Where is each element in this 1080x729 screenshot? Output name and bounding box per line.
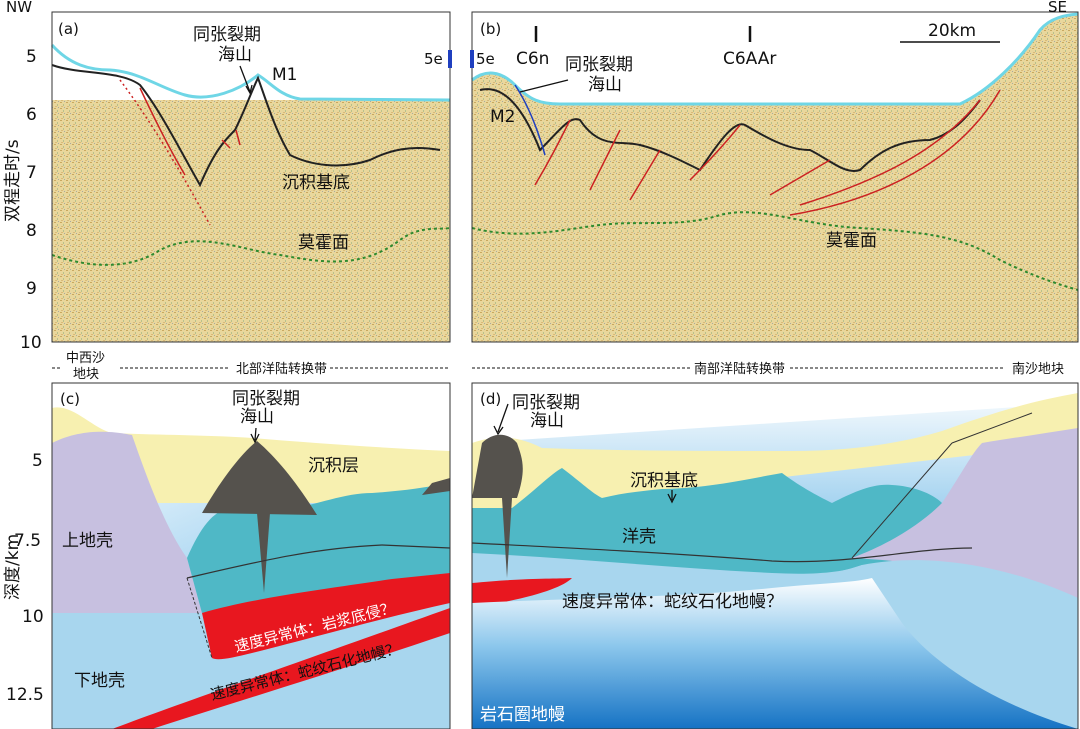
upper-crust-label: 上地壳 — [62, 531, 113, 551]
zone-north: 北部洋陆转换带 — [236, 361, 327, 377]
oceanic-crust-label: 洋壳 — [622, 527, 656, 547]
c6aar-label: C6AAr — [723, 49, 776, 69]
zone-zhongxisha-line2: 地块 — [73, 367, 99, 382]
nw-label: NW — [6, 0, 32, 16]
seamount-label-c-line2: 海山 — [240, 407, 274, 427]
panel-b-label: (b) — [480, 20, 501, 38]
anomaly-5e-marker-right — [470, 50, 474, 68]
seamount-label-a-line2: 海山 — [218, 45, 252, 65]
mantle-label: 岩石圈地幔 — [480, 705, 565, 725]
seafloor-a — [50, 43, 451, 102]
anomaly-5e-left-label: 5e — [424, 50, 443, 68]
seamount-c — [202, 441, 317, 515]
sediment-label: 沉积层 — [308, 456, 359, 476]
moho-label-a: 莫霍面 — [298, 233, 349, 253]
bottom-ytick-10: 10 — [22, 607, 44, 627]
anomaly-5e-marker-left — [448, 50, 452, 68]
top-ytick-8: 8 — [26, 221, 37, 241]
serpentinite-label-d: 速度异常体：蛇纹石化地幔？ — [562, 592, 783, 612]
m1-label: M1 — [272, 65, 297, 85]
basement-line-b — [479, 88, 981, 172]
zone-zhongxisha-line1: 中西沙 — [66, 351, 105, 366]
seamount-label-b-line2: 海山 — [588, 75, 622, 95]
panel-a: (a) 同张裂期 海山 M1 沉积基底 莫霍面 5e — [50, 11, 452, 343]
zone-nansha: 南沙地块 — [1012, 361, 1064, 377]
seamount-label-c-line1: 同张裂期 — [232, 389, 300, 409]
magma-underplating-region-c — [202, 573, 450, 660]
scale-label: 20km — [928, 21, 976, 41]
serpentinized-mantle-band-c — [112, 608, 450, 729]
zone-south: 南部洋陆转换带 — [694, 361, 785, 377]
panel-d: (d) 同张裂期 海山 沉积基底 洋壳 速度异常体：蛇纹石化地幔？ 岩石圈地幔 — [471, 382, 1079, 729]
fault-a1 — [119, 79, 211, 226]
bottom-y-axis: 5 7.5 10 12.5 深度/km — [3, 383, 53, 729]
serpentinized-mantle-region-d — [472, 578, 572, 608]
panel-c: (c) 同张裂期 海山 沉积层 上地壳 下地壳 速度异常体：岩浆底侵？ 速度异常… — [51, 382, 451, 729]
seafloor-b — [471, 12, 1079, 106]
lower-crust-label: 下地壳 — [74, 671, 125, 691]
panel-a-label: (a) — [58, 20, 79, 38]
moho-line-a — [51, 227, 451, 266]
fault-a2 — [139, 87, 186, 176]
panel-b: (b) 5e C6n C6AAr 同张裂期 海山 M2 20km 莫霍面 — [470, 11, 1079, 343]
upper-crust-region-d — [852, 428, 1078, 603]
seamount-label-d-line1: 同张裂期 — [512, 393, 580, 413]
seamount-d — [472, 434, 523, 498]
zone-annotations: 中西沙 地块 北部洋陆转换带 南部洋陆转换带 南沙地块 — [52, 351, 1064, 382]
bottom-yaxis-label: 深度/km — [3, 534, 23, 600]
basement-line-a — [51, 64, 441, 188]
seamount-label-b-line1: 同张裂期 — [565, 55, 633, 75]
moho-line-b — [471, 211, 1079, 291]
basement-label-d: 沉积基底 — [630, 471, 698, 491]
se-label: SE — [1048, 0, 1067, 16]
anomaly-5e-right-label: 5e — [476, 50, 495, 68]
panel-d-label: (d) — [480, 390, 501, 408]
m2-label: M2 — [490, 107, 515, 127]
basement-label-a: 沉积基底 — [282, 173, 350, 193]
seamount-label-a-line1: 同张裂期 — [193, 25, 261, 45]
bottom-ytick-7_5: 7.5 — [14, 531, 41, 551]
seamount-label-d-line2: 海山 — [530, 411, 564, 431]
top-ytick-7: 7 — [26, 163, 37, 183]
moho-label-b: 莫霍面 — [826, 231, 877, 251]
top-ytick-6: 6 — [26, 105, 37, 125]
top-ytick-10: 10 — [20, 333, 42, 353]
top-ytick-5: 5 — [26, 47, 37, 67]
top-ytick-9: 9 — [26, 279, 37, 299]
bottom-ytick-12_5: 12.5 — [6, 685, 44, 705]
bottom-ytick-5: 5 — [32, 451, 43, 471]
panel-c-label: (c) — [60, 390, 80, 408]
c6n-label: C6n — [516, 49, 549, 69]
sediment-region-d — [472, 393, 1078, 513]
top-y-axis: 5 6 7 8 9 10 双程走时/s — [3, 12, 53, 353]
top-yaxis-label: 双程走时/s — [3, 139, 23, 222]
